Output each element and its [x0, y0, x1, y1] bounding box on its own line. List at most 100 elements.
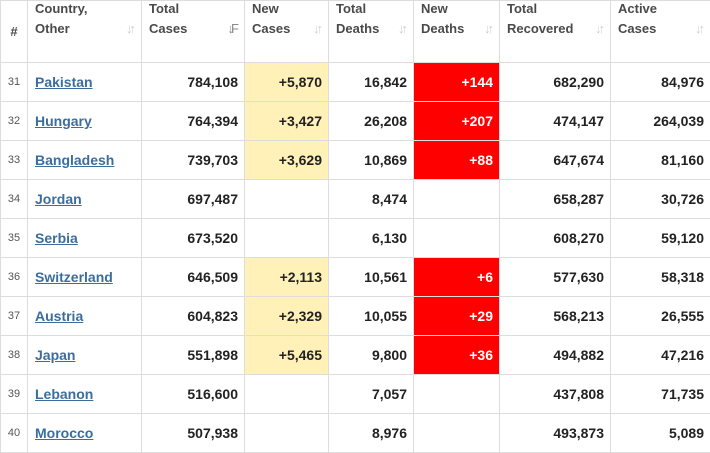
total-deaths-cell: 6,130	[329, 219, 414, 258]
country-cell: Austria	[28, 297, 142, 336]
new-deaths-cell: +29	[414, 297, 500, 336]
active-cases-cell: 264,039	[611, 102, 710, 141]
header-country[interactable]: Country,Other ↓↑	[28, 1, 142, 63]
new-deaths-cell	[414, 180, 500, 219]
new-deaths-cell: +36	[414, 336, 500, 375]
active-cases-cell: 47,216	[611, 336, 710, 375]
total-deaths-cell: 16,842	[329, 63, 414, 102]
active-cases-cell: 30,726	[611, 180, 710, 219]
country-cell: Lebanon	[28, 375, 142, 414]
new-cases-cell: +2,329	[245, 297, 329, 336]
sort-arrows-icon[interactable]: ↓↑	[398, 19, 405, 39]
rank-cell: 38	[1, 336, 28, 375]
total-cases-cell: 673,520	[142, 219, 245, 258]
sort-arrows-icon[interactable]: ↓↑	[695, 19, 702, 39]
total-cases-cell: 551,898	[142, 336, 245, 375]
country-link[interactable]: Lebanon	[35, 386, 93, 402]
total-deaths-cell: 9,800	[329, 336, 414, 375]
country-link[interactable]: Morocco	[35, 425, 93, 441]
total-recovered-cell: 682,290	[500, 63, 611, 102]
total-cases-cell: 697,487	[142, 180, 245, 219]
country-cell: Jordan	[28, 180, 142, 219]
country-cell: Japan	[28, 336, 142, 375]
country-cell: Serbia	[28, 219, 142, 258]
total-cases-cell: 604,823	[142, 297, 245, 336]
total-cases-cell: 646,509	[142, 258, 245, 297]
new-deaths-cell: +6	[414, 258, 500, 297]
total-recovered-cell: 494,882	[500, 336, 611, 375]
country-link[interactable]: Hungary	[35, 113, 92, 129]
total-deaths-cell: 7,057	[329, 375, 414, 414]
rank-cell: 36	[1, 258, 28, 297]
active-cases-cell: 58,318	[611, 258, 710, 297]
country-cell: Hungary	[28, 102, 142, 141]
active-cases-cell: 5,089	[611, 414, 710, 453]
total-recovered-cell: 658,287	[500, 180, 611, 219]
country-link[interactable]: Jordan	[35, 191, 82, 207]
rank-cell: 33	[1, 141, 28, 180]
rank-cell: 39	[1, 375, 28, 414]
total-deaths-cell: 8,976	[329, 414, 414, 453]
new-deaths-cell	[414, 219, 500, 258]
rank-cell: 31	[1, 63, 28, 102]
total-cases-cell: 764,394	[142, 102, 245, 141]
country-link[interactable]: Austria	[35, 308, 83, 324]
rank-cell: 40	[1, 414, 28, 453]
sort-arrows-icon[interactable]: ↓↑	[126, 19, 133, 39]
active-cases-cell: 71,735	[611, 375, 710, 414]
new-cases-cell: +3,427	[245, 102, 329, 141]
new-cases-cell	[245, 180, 329, 219]
rank-cell: 37	[1, 297, 28, 336]
rank-cell: 35	[1, 219, 28, 258]
country-link[interactable]: Pakistan	[35, 74, 93, 90]
country-link[interactable]: Switzerland	[35, 269, 113, 285]
total-deaths-cell: 26,208	[329, 102, 414, 141]
new-cases-cell	[245, 219, 329, 258]
new-cases-cell: +5,870	[245, 63, 329, 102]
total-cases-cell: 507,938	[142, 414, 245, 453]
total-recovered-cell: 608,270	[500, 219, 611, 258]
total-deaths-cell: 10,055	[329, 297, 414, 336]
new-cases-cell	[245, 375, 329, 414]
sort-desc-icon[interactable]: ↓F	[228, 19, 236, 39]
header-rank[interactable]: #	[1, 1, 28, 63]
sort-arrows-icon[interactable]: ↓↑	[313, 19, 320, 39]
total-deaths-cell: 10,561	[329, 258, 414, 297]
total-cases-cell: 516,600	[142, 375, 245, 414]
country-cell: Pakistan	[28, 63, 142, 102]
country-link[interactable]: Japan	[35, 347, 75, 363]
country-link[interactable]: Bangladesh	[35, 152, 114, 168]
sort-arrows-icon[interactable]: ↓↑	[595, 19, 602, 39]
total-deaths-cell: 10,869	[329, 141, 414, 180]
country-cell: Bangladesh	[28, 141, 142, 180]
new-cases-cell	[245, 414, 329, 453]
country-link[interactable]: Serbia	[35, 230, 78, 246]
total-recovered-cell: 568,213	[500, 297, 611, 336]
new-cases-cell: +5,465	[245, 336, 329, 375]
new-cases-cell: +2,113	[245, 258, 329, 297]
total-cases-cell: 739,703	[142, 141, 245, 180]
new-deaths-cell	[414, 375, 500, 414]
sort-arrows-icon[interactable]: ↓↑	[484, 19, 491, 39]
new-cases-cell: +3,629	[245, 141, 329, 180]
active-cases-cell: 81,160	[611, 141, 710, 180]
active-cases-cell: 84,976	[611, 63, 710, 102]
